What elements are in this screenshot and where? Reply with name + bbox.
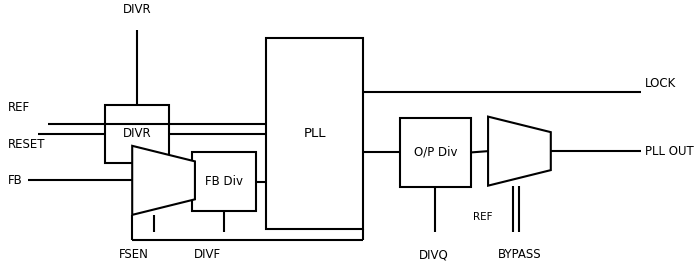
FancyBboxPatch shape <box>400 118 470 187</box>
Text: PLL OUT: PLL OUT <box>645 145 694 158</box>
Text: DIVR: DIVR <box>122 3 151 16</box>
Text: BYPASS: BYPASS <box>498 248 541 261</box>
FancyBboxPatch shape <box>193 152 256 211</box>
Polygon shape <box>488 117 551 186</box>
Text: LOCK: LOCK <box>645 77 676 90</box>
FancyBboxPatch shape <box>266 38 363 229</box>
Text: FSEN: FSEN <box>118 248 148 261</box>
Text: RESET: RESET <box>8 138 46 151</box>
Text: REF: REF <box>8 101 30 114</box>
Text: DIVR: DIVR <box>122 128 151 140</box>
FancyBboxPatch shape <box>105 105 169 163</box>
Polygon shape <box>132 146 195 215</box>
Text: FB: FB <box>8 174 23 187</box>
Text: REF: REF <box>473 211 492 222</box>
Text: DIVQ: DIVQ <box>419 248 449 261</box>
Text: FB Div: FB Div <box>205 175 243 188</box>
Text: O/P Div: O/P Div <box>414 146 457 159</box>
Text: DIVF: DIVF <box>194 248 221 261</box>
Text: PLL: PLL <box>303 128 326 140</box>
